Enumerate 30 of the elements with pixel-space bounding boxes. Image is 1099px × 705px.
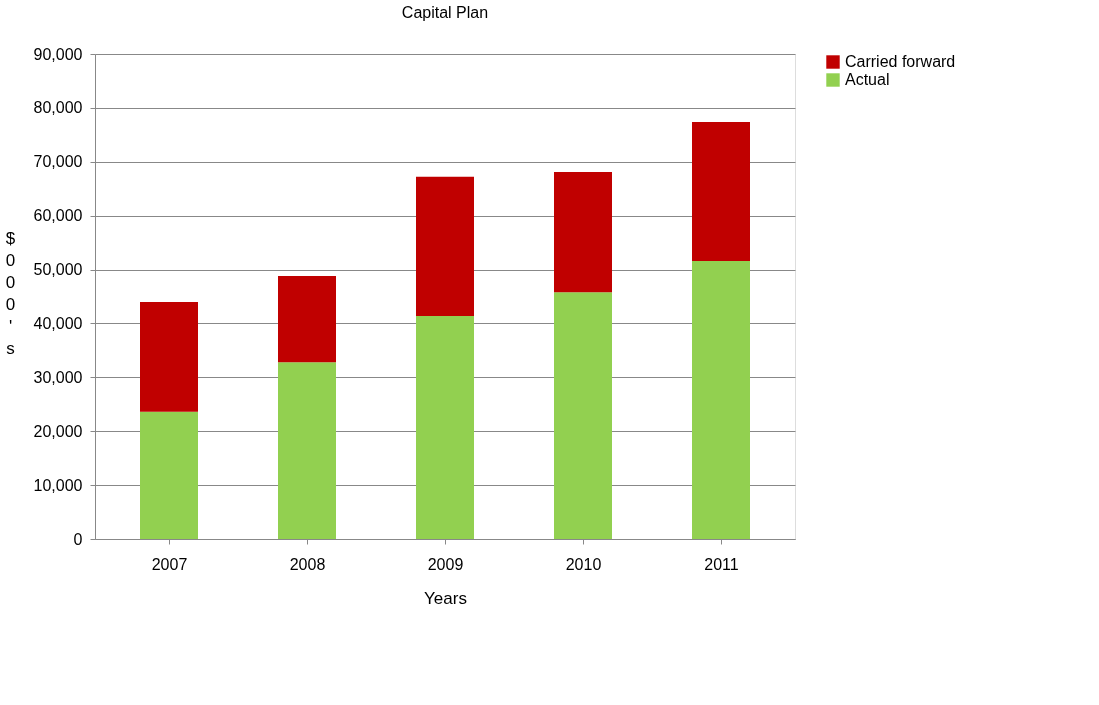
y-tick-label: 80,000 xyxy=(33,99,83,117)
y-tick-label: 0 xyxy=(73,530,83,548)
bar xyxy=(140,411,198,539)
y-tick-label: 10,000 xyxy=(33,476,83,494)
x-tick-label: 2011 xyxy=(704,555,739,573)
y-tick-label: 50,000 xyxy=(33,261,83,279)
y-tick-label: 20,000 xyxy=(33,422,83,440)
legend-label: Actual xyxy=(845,71,890,88)
bar xyxy=(554,172,612,293)
bar xyxy=(692,260,750,539)
y-axis-title: $000's xyxy=(5,228,16,358)
y-tick-label: 90,000 xyxy=(33,45,83,63)
x-tick-label: 2007 xyxy=(151,555,188,573)
bar xyxy=(140,301,198,412)
bar xyxy=(278,276,336,363)
bar xyxy=(416,315,474,539)
y-tick-label: 40,000 xyxy=(33,314,83,332)
x-tick-label: 2009 xyxy=(427,555,464,573)
x-tick-label: 2008 xyxy=(289,555,326,573)
legend-label: Carried forward xyxy=(845,53,956,70)
y-tick-label: 30,000 xyxy=(33,368,83,386)
chart-title: Capital Plan xyxy=(401,4,489,21)
bar xyxy=(692,121,750,261)
x-axis-title: Years xyxy=(424,588,467,608)
bar xyxy=(554,292,612,539)
y-tick-label: 60,000 xyxy=(33,207,83,225)
bar xyxy=(416,176,474,316)
y-tick-label: 70,000 xyxy=(33,153,83,171)
bar xyxy=(278,362,336,539)
x-tick-label: 2010 xyxy=(565,555,602,573)
